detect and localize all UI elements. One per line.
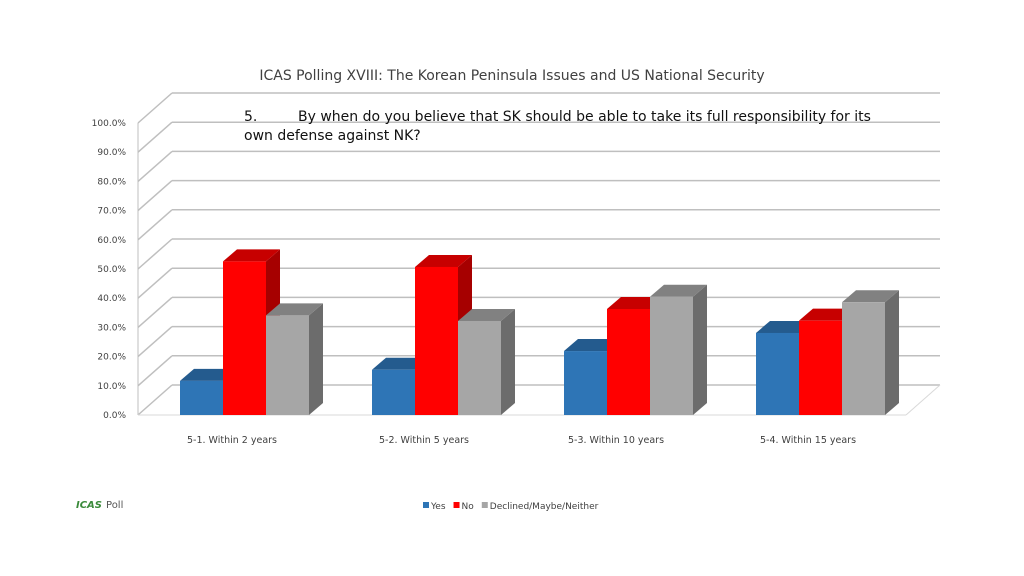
bar-front	[223, 261, 266, 415]
y-tick-label: 90.0%	[97, 148, 126, 158]
bar-front	[756, 332, 799, 415]
legend-entry: Yes	[430, 502, 446, 512]
gridline-side	[137, 92, 173, 124]
question-body: By when do you believe that SK should be…	[244, 109, 871, 144]
x-tick-label: 5-3. Within 10 years	[568, 435, 664, 446]
question-text: 5. By when do you believe that SK should …	[244, 108, 884, 146]
gridline-side	[137, 180, 173, 212]
bar-front	[180, 380, 223, 415]
gridline-side	[137, 384, 173, 416]
y-tick-label: 30.0%	[97, 323, 126, 333]
gridline-side	[137, 296, 173, 328]
bar-top	[415, 254, 472, 267]
legend: Yes No Declined/Maybe/Neither	[423, 502, 599, 512]
legend-swatch	[423, 502, 429, 508]
bar-side	[501, 308, 515, 415]
y-tick-label: 80.0%	[97, 177, 126, 187]
bar-side	[309, 303, 323, 415]
x-tick-label: 5-2. Within 5 years	[379, 435, 469, 446]
bar-top	[650, 284, 707, 297]
gridline-side	[137, 121, 173, 153]
bar-front	[458, 320, 501, 415]
brand-text: Poll	[106, 500, 124, 511]
bar-top	[266, 303, 323, 316]
bar-2-declined	[458, 308, 515, 415]
bar-top	[842, 290, 899, 303]
floor-edge	[905, 384, 941, 416]
y-tick-label: 60.0%	[97, 236, 126, 246]
bar-front	[415, 266, 458, 415]
bar-front	[607, 309, 650, 415]
bars	[180, 249, 899, 415]
bar-front	[266, 315, 309, 415]
bar-side	[693, 284, 707, 415]
bar-3-declined	[650, 284, 707, 415]
y-tick-label: 0.0%	[103, 411, 126, 421]
legend-entry: Declined/Maybe/Neither	[490, 502, 599, 512]
bar-top	[564, 339, 621, 352]
bar-front	[799, 320, 842, 415]
chart-title: ICAS Polling XVIII: The Korean Peninsula…	[259, 68, 764, 84]
brand-logo: ICAS Poll	[76, 500, 123, 511]
y-tick-label: 10.0%	[97, 382, 126, 392]
gridline-side	[137, 355, 173, 387]
bar-front	[842, 302, 885, 415]
bar-top	[372, 357, 429, 370]
question-number: 5.	[244, 109, 258, 125]
y-tick-label: 40.0%	[97, 294, 126, 304]
x-tick-label: 5-1. Within 2 years	[187, 435, 277, 446]
gridline-side	[137, 326, 173, 358]
bar-top	[458, 308, 515, 321]
legend-swatch	[453, 502, 460, 508]
bar-top	[607, 297, 664, 310]
bar-top	[180, 368, 237, 381]
gridline-side	[137, 238, 173, 270]
bar-front	[372, 369, 415, 415]
bar-top	[223, 249, 280, 262]
y-tick-label: 100.0%	[92, 119, 127, 129]
y-tick-label: 70.0%	[97, 207, 126, 217]
legend-entry: No	[462, 502, 475, 512]
y-tick-label: 50.0%	[97, 265, 126, 275]
bar-front	[564, 351, 607, 415]
y-tick-label: 20.0%	[97, 353, 126, 363]
bar-front	[650, 296, 693, 415]
brand-mark: ICAS	[76, 500, 103, 511]
legend-swatch	[481, 502, 488, 508]
bar-side	[885, 290, 899, 415]
bar-4-declined	[842, 290, 899, 415]
x-axis: 5-1. Within 2 years 5-2. Within 5 years 5-…	[187, 435, 856, 446]
gridline-side	[137, 267, 173, 299]
bar-top	[756, 320, 813, 333]
gridlines	[137, 92, 941, 416]
bar-1-declined	[266, 303, 323, 415]
gridline-side	[137, 150, 173, 182]
y-axis: 0.0% 10.0% 20.0% 30.0% 40.0% 50.0% 60.0% 70.0% 8…	[92, 119, 127, 421]
gridline-side	[137, 209, 173, 241]
x-tick-label: 5-4. Within 15 years	[760, 435, 856, 446]
bar-top	[799, 308, 856, 321]
